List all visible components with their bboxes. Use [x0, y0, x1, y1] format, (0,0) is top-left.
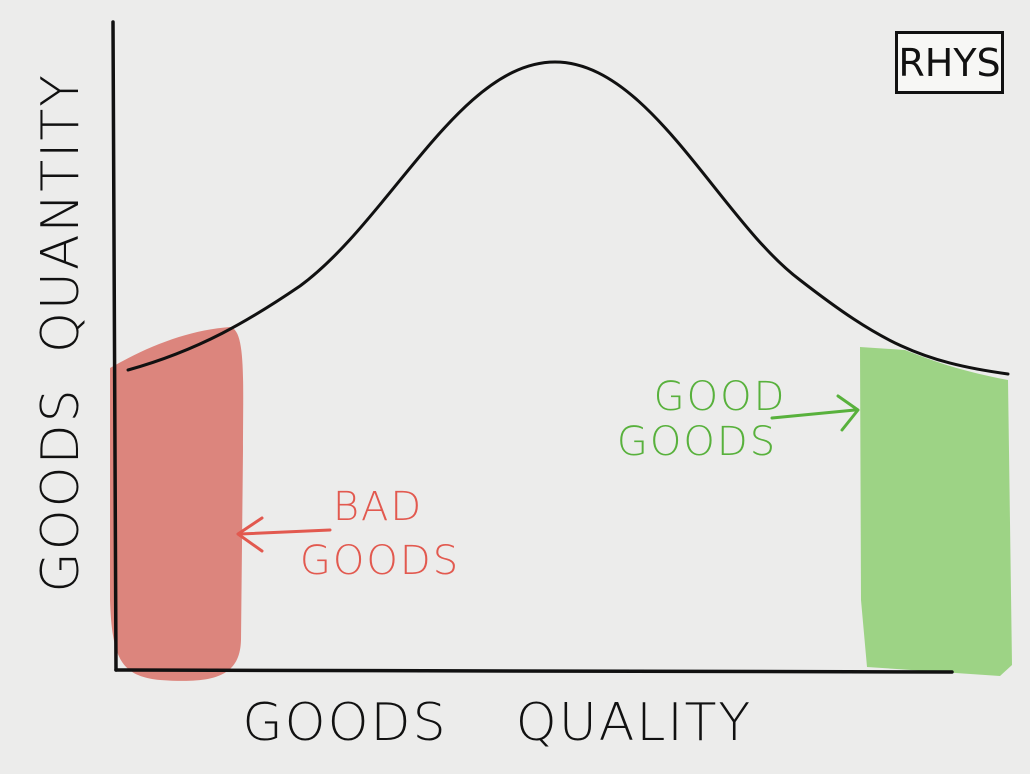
bad-goods-label-line2: GOODS: [300, 538, 460, 584]
good-goods-label-line2: GOODS: [617, 419, 777, 465]
author-badge: RHYS: [895, 31, 1004, 94]
good-goods-arrow: [770, 394, 860, 432]
bad-goods-arrow: [236, 516, 332, 553]
y-axis-label-goods: GOODS: [31, 387, 91, 592]
x-axis-label-quality: QUALITY: [516, 693, 752, 753]
x-axis-label-goods: GOODS: [242, 693, 447, 753]
good-goods-region: [860, 347, 1012, 676]
x-axis: [114, 668, 954, 674]
bad-goods-region: [110, 327, 244, 681]
y-axis-label-quantity: QUANTITY: [31, 73, 91, 353]
good-goods-label-line1: GOOD: [654, 374, 787, 420]
bad-goods-label-line1: BAD: [333, 484, 423, 530]
y-axis: [111, 20, 118, 672]
distribution-curve: [126, 60, 1010, 376]
